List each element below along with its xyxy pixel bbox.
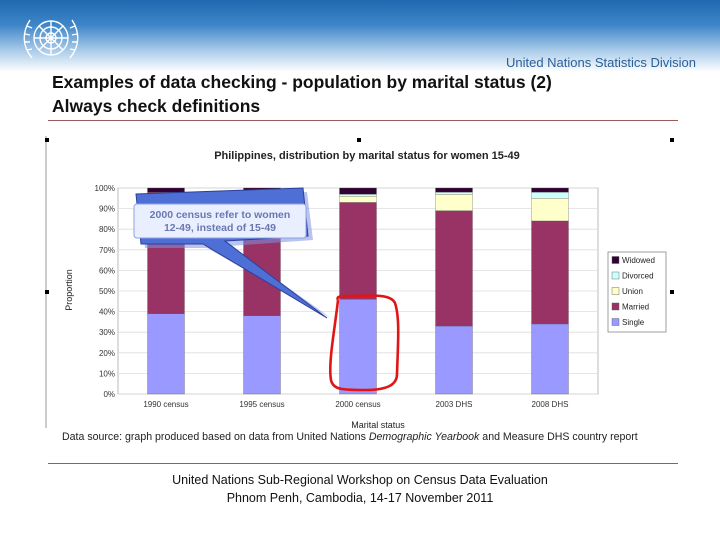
y-axis-label: Proportion bbox=[64, 269, 74, 311]
source-publication: Demographic Yearbook bbox=[368, 431, 480, 443]
chart-title: Philippines, distribution by marital sta… bbox=[214, 150, 520, 162]
source-suffix: and Measure DHS country report bbox=[479, 431, 638, 443]
bar-segment bbox=[339, 194, 377, 197]
bar-segment bbox=[339, 299, 377, 395]
y-tick-label: 80% bbox=[99, 225, 115, 234]
data-source-note: Data source: graph produced based on dat… bbox=[62, 430, 692, 444]
bar-segment bbox=[435, 187, 473, 193]
y-tick-label: 90% bbox=[99, 205, 115, 214]
legend-swatch bbox=[611, 302, 620, 311]
selection-handle bbox=[45, 290, 49, 294]
source-prefix: Data source: graph produced based on dat… bbox=[62, 431, 369, 443]
title-divider bbox=[48, 120, 678, 121]
legend-swatch bbox=[611, 318, 620, 326]
bar-segment bbox=[339, 196, 377, 203]
y-tick-label: 20% bbox=[99, 349, 115, 358]
highlight-circle bbox=[328, 294, 400, 392]
slide-title: Examples of data checking - population b… bbox=[52, 70, 552, 118]
bar-segment bbox=[531, 323, 569, 395]
selection-handle bbox=[670, 290, 674, 294]
callout-text-line-2: 12-49, instead of 15-49 bbox=[164, 222, 276, 234]
bar-segment bbox=[435, 194, 473, 211]
bar-segment bbox=[531, 187, 569, 193]
legend-label: Single bbox=[622, 318, 645, 327]
y-tick-label: 0% bbox=[103, 390, 115, 399]
footer-line-1: United Nations Sub-Regional Workshop on … bbox=[172, 473, 548, 487]
x-axis-label: Marital status bbox=[351, 420, 405, 430]
header-banner bbox=[0, 0, 720, 72]
bar-segment bbox=[147, 187, 185, 193]
bar-segment bbox=[435, 191, 473, 195]
un-emblem-icon bbox=[23, 19, 79, 59]
bar-segment bbox=[531, 191, 569, 199]
legend-label: Widowed bbox=[622, 256, 655, 265]
title-line-2: Always check definitions bbox=[52, 96, 261, 116]
callout: 2000 census refer to women 12-49, instea… bbox=[133, 187, 331, 319]
footer-line-2: Phnom Penh, Cambodia, 14-17 November 201… bbox=[226, 491, 494, 505]
legend-label: Married bbox=[622, 303, 649, 312]
source-divider bbox=[48, 463, 678, 464]
bar-segment bbox=[339, 202, 377, 300]
bar-segment bbox=[339, 187, 377, 195]
plot-area: 0% 10% 20% 30% 40% 50% 60% 70% 80% 90% 100% 1990 ce… bbox=[95, 184, 667, 409]
y-tick-label: 10% bbox=[99, 369, 115, 378]
x-tick-label: 2008 DHS bbox=[532, 400, 569, 409]
x-tick-label: 2003 DHS bbox=[436, 400, 473, 409]
x-tick-label: 1995 census bbox=[239, 400, 284, 409]
org-name: United Nations Statistics Division bbox=[505, 55, 696, 70]
y-tick-label: 70% bbox=[99, 246, 115, 255]
x-tick-label: 2000 census bbox=[335, 400, 380, 409]
bar-segment bbox=[435, 325, 473, 395]
bar-segment bbox=[531, 220, 569, 325]
selection-handle bbox=[45, 138, 49, 142]
bar-segment bbox=[531, 198, 569, 222]
legend-swatch bbox=[611, 287, 620, 295]
y-tick-label: 50% bbox=[99, 287, 115, 296]
selection-handle bbox=[357, 138, 361, 142]
callout-box bbox=[133, 203, 307, 239]
callout-text-line-1: 2000 census refer to women bbox=[150, 209, 291, 221]
bar-segment bbox=[147, 313, 185, 395]
x-tick-label: 1990 census bbox=[143, 400, 188, 409]
legend-label: Divorced bbox=[622, 272, 654, 281]
y-tick-label: 30% bbox=[99, 328, 115, 337]
selection-handle bbox=[670, 138, 674, 142]
y-tick-label: 100% bbox=[95, 184, 115, 193]
legend-label: Union bbox=[622, 287, 643, 296]
marital-status-chart: Philippines, distribution by marital sta… bbox=[45, 128, 677, 430]
title-line-1: Examples of data checking - population b… bbox=[52, 72, 552, 92]
bar-segment bbox=[435, 210, 473, 327]
y-tick-label: 40% bbox=[99, 308, 115, 317]
bar-segment bbox=[243, 315, 281, 395]
legend-swatch bbox=[611, 271, 620, 280]
legend-swatch bbox=[611, 256, 620, 264]
y-tick-label: 60% bbox=[99, 266, 115, 275]
